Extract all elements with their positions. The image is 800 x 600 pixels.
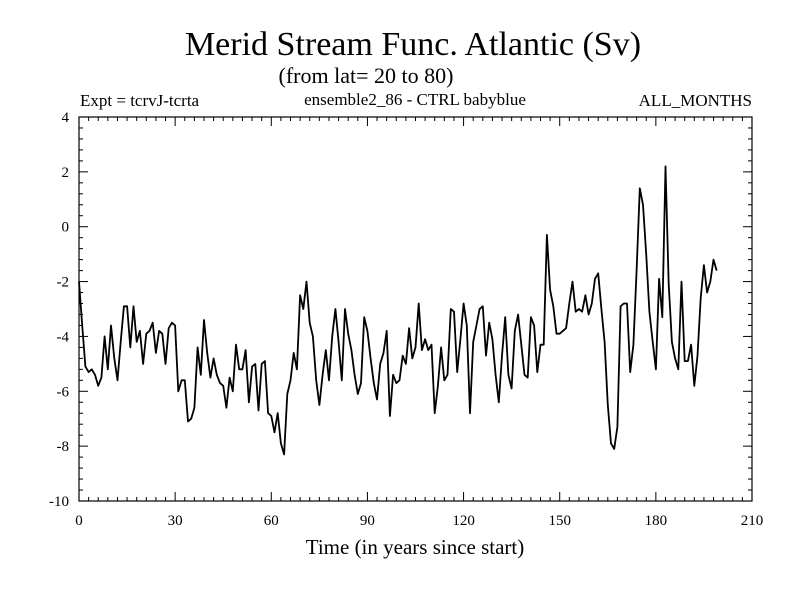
y-tick-label: 2	[62, 165, 70, 181]
y-tick-label: -6	[57, 384, 70, 400]
x-axis-label: Time (in years since start)	[306, 535, 525, 559]
x-tick-label: 90	[360, 513, 375, 529]
x-tick-label: 30	[168, 513, 183, 529]
x-tick-label: 0	[75, 513, 83, 529]
x-tick-label: 150	[548, 513, 571, 529]
x-tick-label: 180	[645, 513, 668, 529]
plot-frame	[78, 116, 753, 502]
experiment-label: Expt = tcrvJ-tcrta	[80, 91, 200, 110]
y-tick-label: 0	[62, 220, 70, 236]
axis-ticks	[78, 116, 753, 502]
y-tick-label: -4	[57, 329, 70, 345]
chart-subtitle: (from lat= 20 to 80)	[279, 63, 454, 88]
ensemble-label: ensemble2_86 - CTRL babyblue	[304, 90, 526, 109]
chart-title: Merid Stream Func. Atlantic (Sv)	[185, 26, 641, 63]
series-line	[78, 165, 718, 456]
x-tick-labels: 0 30 60 90 120 150 180 210	[75, 513, 763, 529]
x-tick-label: 210	[741, 513, 764, 529]
months-label: ALL_MONTHS	[639, 91, 752, 110]
x-tick-label: 60	[264, 513, 279, 529]
y-tick-label: -10	[49, 494, 69, 510]
y-tick-label: 4	[62, 110, 70, 126]
y-tick-label: -8	[57, 439, 70, 455]
y-tick-label: -2	[57, 275, 70, 291]
x-tick-label: 120	[452, 513, 475, 529]
y-tick-labels: -10 -8 -6 -4 -2 0 2 4	[49, 110, 70, 510]
